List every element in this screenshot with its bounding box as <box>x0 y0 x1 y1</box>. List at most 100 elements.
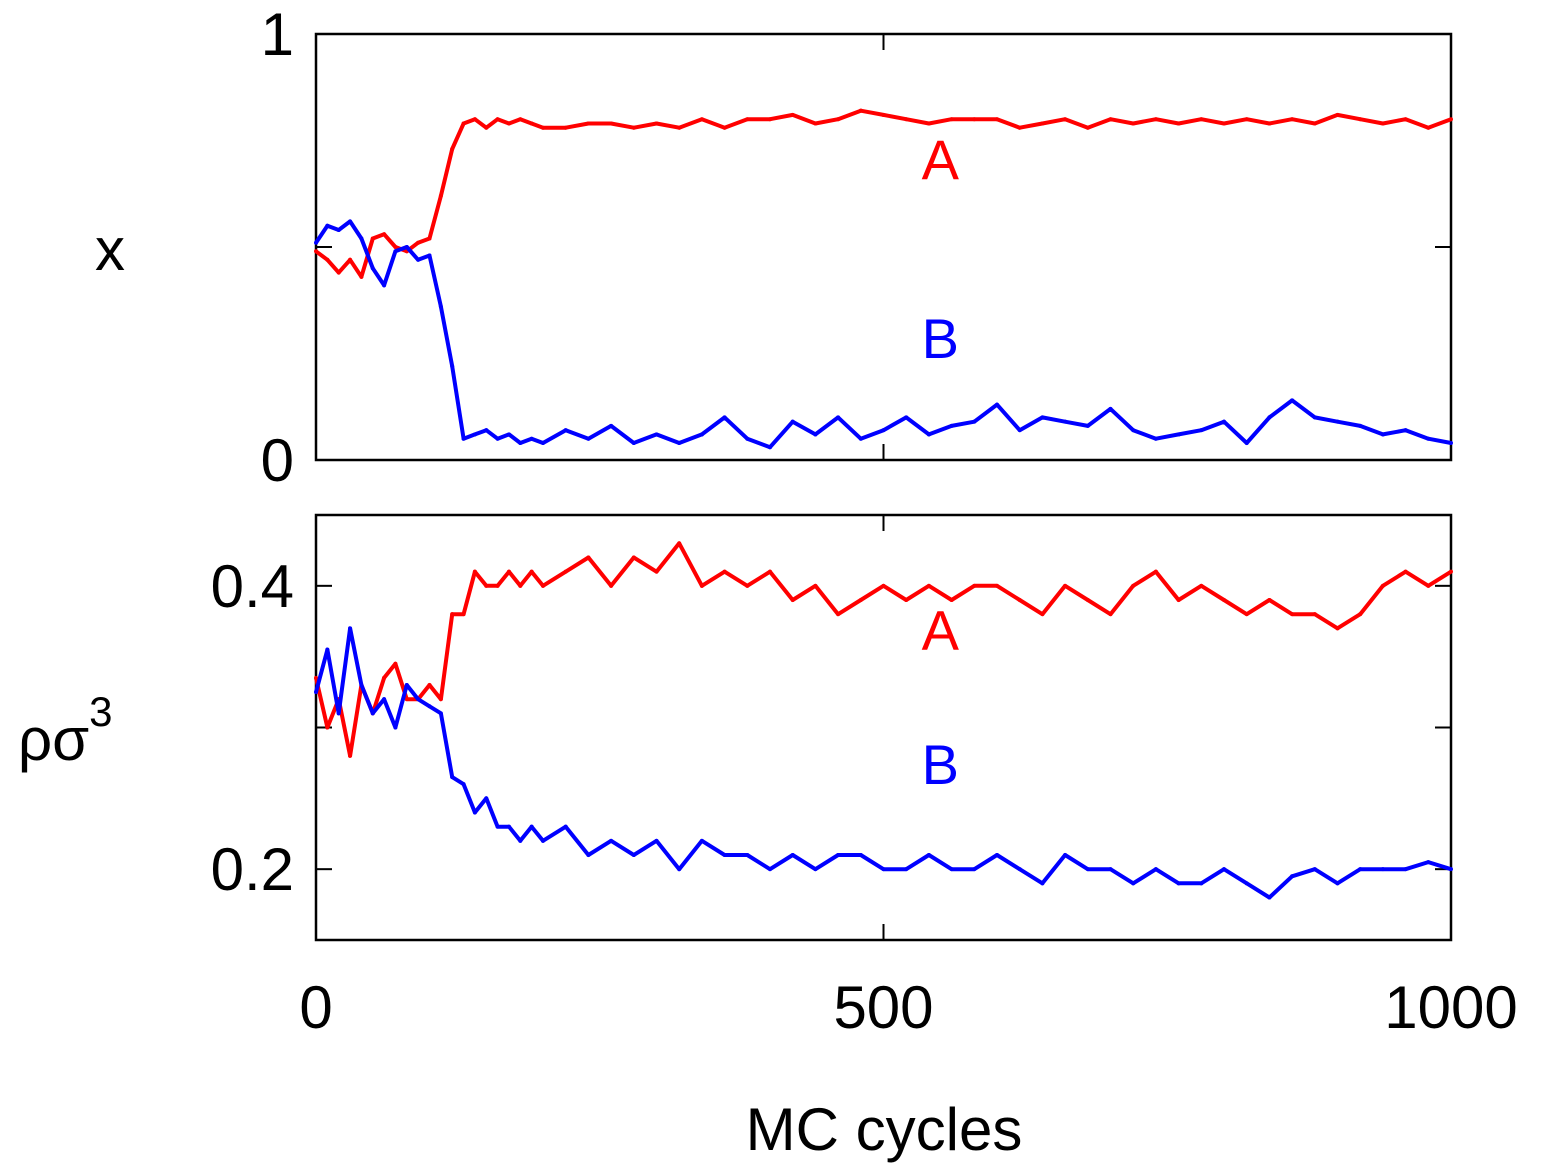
data-point-A <box>506 569 511 574</box>
data-point-B <box>506 432 511 437</box>
data-point-B <box>518 838 523 843</box>
data-point-B <box>336 711 341 716</box>
data-point-B <box>393 725 398 730</box>
data-point-A <box>1290 612 1295 617</box>
series-label-B: B <box>922 733 959 796</box>
data-point-B <box>314 240 318 245</box>
data-point-A <box>359 274 364 279</box>
data-point-B <box>1358 867 1363 872</box>
data-point-B <box>370 266 375 271</box>
data-point-B <box>1358 423 1363 428</box>
data-point-B <box>529 824 534 829</box>
data-point-A <box>1176 121 1181 126</box>
data-point-A <box>348 753 353 758</box>
data-point-A <box>495 117 500 122</box>
data-point-B <box>881 428 886 433</box>
data-point-B <box>563 428 568 433</box>
data-point-B <box>677 440 682 445</box>
data-point-B <box>529 436 534 441</box>
data-point-B <box>450 775 455 780</box>
data-point-B <box>631 853 636 857</box>
data-point-A <box>461 121 466 126</box>
data-point-A <box>995 583 999 588</box>
data-point-B <box>484 428 489 433</box>
data-point-B <box>586 853 591 857</box>
data-point-B <box>904 867 909 872</box>
data-point-B <box>359 236 364 241</box>
data-point-B <box>1380 867 1385 872</box>
data-point-B <box>926 432 931 437</box>
series-line-A <box>314 108 1452 279</box>
data-point-A <box>1403 569 1408 574</box>
data-point-B <box>677 867 682 872</box>
data-point-B <box>1108 406 1113 411</box>
data-point-A <box>1153 569 1158 574</box>
data-point-B <box>541 838 545 843</box>
y-axis-title-superscript: 3 <box>89 688 112 735</box>
data-point-A <box>881 583 886 588</box>
data-point-B <box>1449 867 1453 872</box>
data-point-A <box>904 598 909 602</box>
data-point-B <box>1176 881 1181 886</box>
data-point-B <box>904 415 909 420</box>
data-point-A <box>472 569 477 574</box>
data-point-B <box>416 697 421 702</box>
data-point-A <box>1358 117 1363 122</box>
data-point-B <box>1199 881 1204 886</box>
data-point-B <box>427 253 432 258</box>
data-point-A <box>325 725 330 730</box>
data-point-A <box>382 232 387 237</box>
data-point-A <box>484 583 489 588</box>
data-point-A <box>949 117 954 122</box>
data-point-B <box>1312 415 1317 420</box>
data-point-B <box>1335 881 1340 886</box>
data-point-A <box>427 683 432 687</box>
data-point-B <box>1222 419 1226 424</box>
data-point-A <box>1063 583 1068 588</box>
data-point-B <box>586 436 591 441</box>
y-tick-label: 0.2 <box>211 836 294 903</box>
data-point-A <box>427 236 432 241</box>
data-point-A <box>1131 121 1136 126</box>
data-point-A <box>1222 121 1226 126</box>
x-tick-label: 500 <box>833 974 933 1041</box>
data-point-B <box>1426 860 1431 865</box>
ticks-top: 01 <box>261 1 1451 494</box>
data-point-B <box>1222 867 1226 872</box>
data-point-B <box>926 853 931 857</box>
data-point-B <box>1312 867 1317 872</box>
data-point-A <box>699 583 704 588</box>
data-point-A <box>949 598 954 602</box>
data-point-B <box>1108 867 1113 872</box>
data-point-A <box>677 541 682 546</box>
data-point-A <box>631 555 636 560</box>
data-point-A <box>348 257 353 262</box>
labels-top: AB <box>922 128 960 370</box>
data-point-B <box>1153 436 1158 441</box>
data-point-A <box>314 675 318 680</box>
data-point-A <box>631 125 636 130</box>
data-point-B <box>1380 432 1385 437</box>
data-point-A <box>438 697 443 702</box>
data-point-A <box>450 612 455 617</box>
data-point-A <box>382 675 387 680</box>
data-point-B <box>1335 419 1340 424</box>
data-point-B <box>790 419 795 424</box>
data-point-A <box>393 661 398 666</box>
y-axis-title-base: ρσ <box>18 706 89 773</box>
data-point-B <box>836 853 841 857</box>
data-point-B <box>1176 432 1181 437</box>
data-point-A <box>745 583 750 588</box>
data-point-A <box>461 612 466 617</box>
data-point-A <box>1085 125 1090 130</box>
data-point-B <box>858 853 863 857</box>
plot-frame-bottom <box>314 513 1453 942</box>
data-point-B <box>1290 874 1295 879</box>
data-point-A <box>836 612 841 617</box>
data-point-B <box>790 853 795 857</box>
data-point-B <box>1153 867 1158 872</box>
data-point-B <box>654 838 659 843</box>
y-tick-label: 0 <box>261 427 294 494</box>
data-point-A <box>438 193 443 198</box>
